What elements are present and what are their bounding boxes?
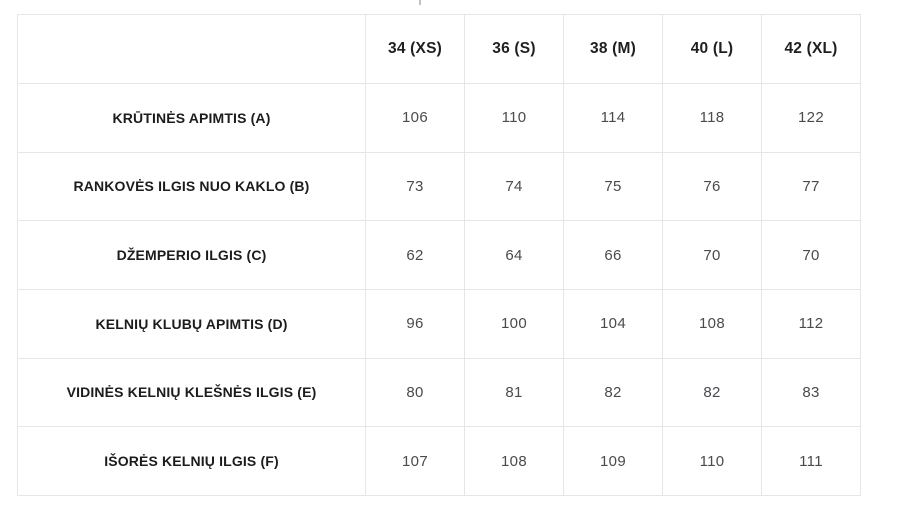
table-corner-cell [17,14,366,84]
cell-value: 111 [761,426,861,496]
row-label-outer-trouser-length: IŠORĖS KELNIŲ ILGIS (F) [17,426,366,496]
cell-value: 82 [563,357,663,428]
size-chart-container: 34 (XS) 36 (S) 38 (M) 40 (L) 42 (XL) KRŪ… [17,14,861,496]
size-chart-table: 34 (XS) 36 (S) 38 (M) 40 (L) 42 (XL) KRŪ… [17,14,861,496]
table-body: KRŪTINĖS APIMTIS (A) 106 110 114 118 122… [17,83,861,496]
table-row: KRŪTINĖS APIMTIS (A) 106 110 114 118 122 [17,83,861,153]
cell-value: 83 [761,357,861,428]
cell-value: 118 [662,83,762,153]
row-label-sweater-length: DŽEMPERIO ILGIS (C) [17,220,366,290]
table-header: 34 (XS) 36 (S) 38 (M) 40 (L) 42 (XL) [17,14,861,84]
cell-value: 76 [662,151,762,222]
row-label-chest-circumference: KRŪTINĖS APIMTIS (A) [17,83,366,153]
cell-value: 110 [464,83,564,153]
column-header-size-38-m: 38 (M) [563,14,663,84]
cell-value: 122 [761,83,861,153]
table-header-row: 34 (XS) 36 (S) 38 (M) 40 (L) 42 (XL) [17,14,861,84]
cell-value: 108 [662,288,762,359]
cell-value: 66 [563,220,663,290]
cell-value: 74 [464,151,564,222]
cell-value: 96 [365,288,465,359]
cell-value: 100 [464,288,564,359]
cell-value: 80 [365,357,465,428]
cell-value: 114 [563,83,663,153]
cell-value: 110 [662,426,762,496]
column-header-size-40-l: 40 (L) [662,14,762,84]
cell-value: 70 [662,220,762,290]
column-header-size-34-xs: 34 (XS) [365,14,465,84]
cell-value: 106 [365,83,465,153]
row-label-trouser-hip-circumference: KELNIŲ KLUBŲ APIMTIS (D) [17,288,366,359]
cell-value: 104 [563,288,663,359]
cell-value: 81 [464,357,564,428]
cell-value: 62 [365,220,465,290]
table-row: KELNIŲ KLUBŲ APIMTIS (D) 96 100 104 108 … [17,288,861,359]
row-label-inner-trouser-leg-length: VIDINĖS KELNIŲ KLEŠNĖS ILGIS (E) [17,357,366,428]
table-row: VIDINĖS KELNIŲ KLEŠNĖS ILGIS (E) 80 81 8… [17,357,861,428]
table-row: DŽEMPERIO ILGIS (C) 62 64 66 70 70 [17,220,861,290]
column-header-size-36-s: 36 (S) [464,14,564,84]
cell-value: 70 [761,220,861,290]
cell-value: 109 [563,426,663,496]
cell-value: 82 [662,357,762,428]
cell-value: 108 [464,426,564,496]
column-header-size-42-xl: 42 (XL) [761,14,861,84]
cell-value: 75 [563,151,663,222]
row-label-sleeve-length-from-neck: RANKOVĖS ILGIS NUO KAKLO (B) [17,151,366,222]
cell-value: 107 [365,426,465,496]
table-row: IŠORĖS KELNIŲ ILGIS (F) 107 108 109 110 … [17,426,861,496]
clipped-text-artifact [419,0,421,5]
table-row: RANKOVĖS ILGIS NUO KAKLO (B) 73 74 75 76… [17,151,861,222]
cell-value: 73 [365,151,465,222]
cell-value: 64 [464,220,564,290]
cell-value: 77 [761,151,861,222]
cell-value: 112 [761,288,861,359]
